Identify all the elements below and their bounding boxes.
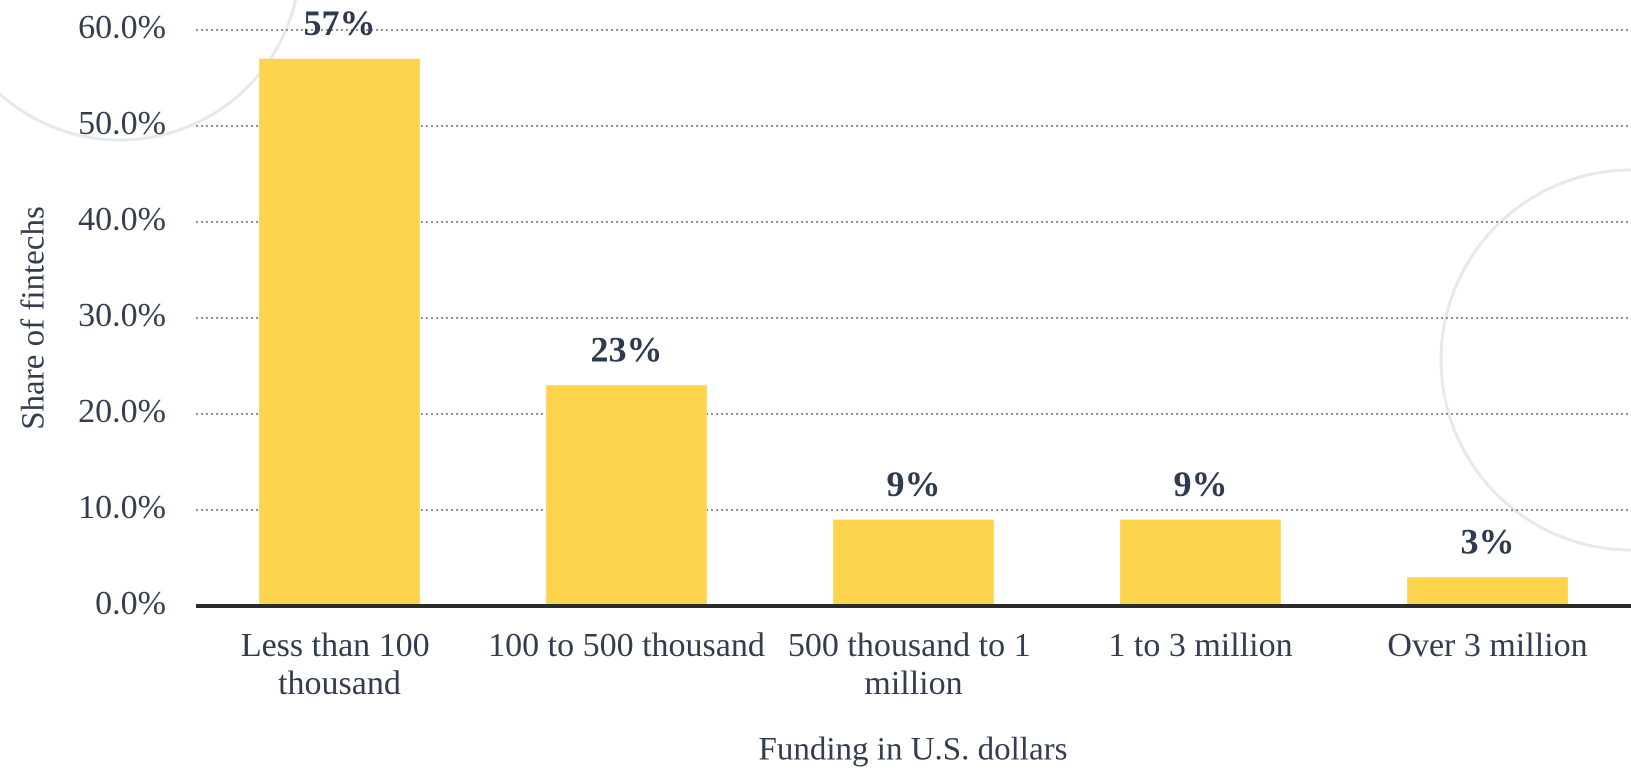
background-decoration <box>0 0 1631 552</box>
bar <box>1407 577 1568 606</box>
x-tick-line: Less than 100 <box>241 627 438 664</box>
y-tick-label: 60.0% <box>78 9 166 46</box>
x-tick-line: Over 3 million <box>1387 627 1587 664</box>
bar <box>833 519 994 606</box>
y-tick-label: 0.0% <box>95 585 166 622</box>
value-label: 3% <box>1461 521 1515 561</box>
bar <box>259 58 420 607</box>
decor-arc <box>1439 168 1631 552</box>
value-label: 9% <box>887 464 941 504</box>
value-label: 9% <box>1174 464 1228 504</box>
y-tick-label: 30.0% <box>78 297 166 334</box>
x-tick-label: Less than 100 thousand <box>241 627 438 702</box>
x-tick-line: thousand <box>278 665 401 702</box>
x-tick-line: 500 thousand to 1 <box>788 627 1039 664</box>
y-tick-label: 10.0% <box>78 489 166 526</box>
bar <box>1120 519 1281 606</box>
y-tick-label: 20.0% <box>78 393 166 430</box>
value-label: 57% <box>304 3 376 43</box>
y-tick-label: 40.0% <box>78 201 166 238</box>
decor-arc <box>0 0 298 142</box>
y-tick-label: 50.0% <box>78 105 166 142</box>
x-tick-label: 500 thousand to 1 million <box>788 627 1039 702</box>
x-tick-line: 100 to 500 thousand <box>488 627 765 664</box>
y-axis-title: Share of fintechs <box>16 206 52 430</box>
value-label: 23% <box>591 329 663 369</box>
x-axis-title: Funding in U.S. dollars <box>759 732 1068 768</box>
x-tick-label: Over 3 million <box>1387 627 1587 664</box>
x-tick-label: 100 to 500 thousand <box>488 627 765 664</box>
bar <box>546 385 707 606</box>
x-tick-label: 1 to 3 million <box>1108 627 1292 664</box>
x-tick-line: million <box>864 665 962 702</box>
x-tick-line: 1 to 3 million <box>1108 627 1292 664</box>
